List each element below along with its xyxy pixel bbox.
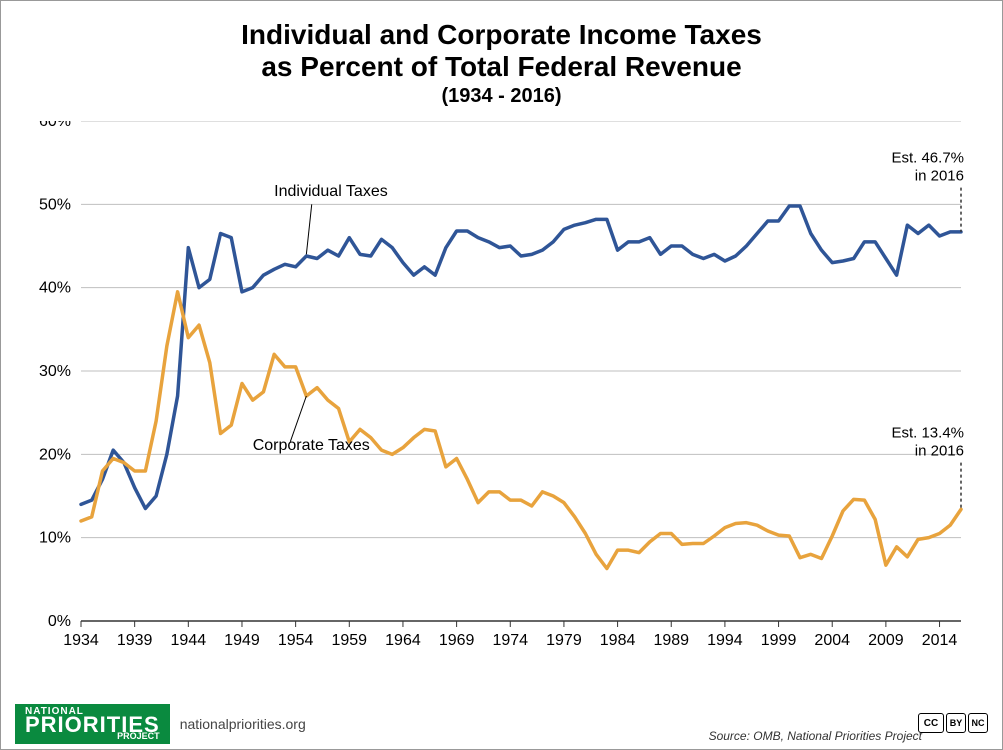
cc-by-icon: BY — [946, 713, 966, 733]
national-priorities-logo: NATIONAL PRIORITIES PROJECT — [15, 704, 170, 745]
y-tick-label: 40% — [39, 280, 71, 297]
label-corporate: Corporate Taxes — [253, 437, 370, 454]
x-tick-label: 2004 — [814, 632, 850, 649]
cc-icon: CC — [918, 713, 944, 733]
chart-area: 0% 10% 20% 30% 40% 50% 60% 1934 1939 1944 1949 1954… — [21, 121, 981, 671]
x-tick-label: 1944 — [171, 632, 207, 649]
x-tick-label: 1939 — [117, 632, 153, 649]
y-tick-label: 20% — [39, 446, 71, 463]
x-tick-label: 1954 — [278, 632, 314, 649]
series-line-individual-taxes — [81, 206, 961, 509]
y-tick-label: 10% — [39, 530, 71, 547]
y-tick-label: 60% — [39, 121, 71, 130]
title-subtitle: (1934 - 2016) — [1, 85, 1002, 108]
x-tick-label: 1949 — [224, 632, 260, 649]
title-block: Individual and Corporate Income Taxes as… — [1, 1, 1002, 108]
chart-frame: Individual and Corporate Income Taxes as… — [0, 0, 1003, 750]
callout-text: in 2016 — [915, 443, 964, 460]
callout-text: in 2016 — [915, 168, 964, 185]
x-tick-label: 1969 — [439, 632, 475, 649]
title-line-2: as Percent of Total Federal Revenue — [1, 51, 1002, 83]
series-line-corporate-taxes — [81, 292, 961, 569]
footer-source: Source: OMB, National Priorities Project — [709, 729, 922, 743]
x-tick-label: 1999 — [761, 632, 797, 649]
x-tick-label: 1984 — [600, 632, 636, 649]
x-tick-label: 1934 — [63, 632, 99, 649]
cc-license-block: CC BY NC — [918, 713, 988, 733]
y-tick-label: 0% — [48, 613, 71, 630]
x-tick-label: 1974 — [492, 632, 528, 649]
label-pointer — [290, 396, 306, 442]
x-tick-label: 1979 — [546, 632, 582, 649]
y-tick-label: 50% — [39, 196, 71, 213]
title-line-1: Individual and Corporate Income Taxes — [1, 19, 1002, 51]
callout-text: Est. 13.4% — [891, 425, 964, 442]
chart-svg: 0% 10% 20% 30% 40% 50% 60% 1934 1939 1944 1949 1954… — [21, 121, 981, 671]
footer: NATIONAL PRIORITIES PROJECT nationalprio… — [1, 699, 1002, 749]
x-tick-label: 2014 — [922, 632, 958, 649]
x-tick-label: 1989 — [653, 632, 689, 649]
label-individual: Individual Taxes — [274, 183, 388, 200]
x-tick-label: 1964 — [385, 632, 421, 649]
callout-text: Est. 46.7% — [891, 150, 964, 167]
y-tick-label: 30% — [39, 363, 71, 380]
cc-nc-icon: NC — [968, 713, 988, 733]
footer-url: nationalpriorities.org — [180, 716, 306, 732]
x-tick-label: 1959 — [331, 632, 367, 649]
x-tick-label: 2009 — [868, 632, 904, 649]
x-tick-label: 1994 — [707, 632, 743, 649]
label-pointer — [306, 204, 311, 254]
